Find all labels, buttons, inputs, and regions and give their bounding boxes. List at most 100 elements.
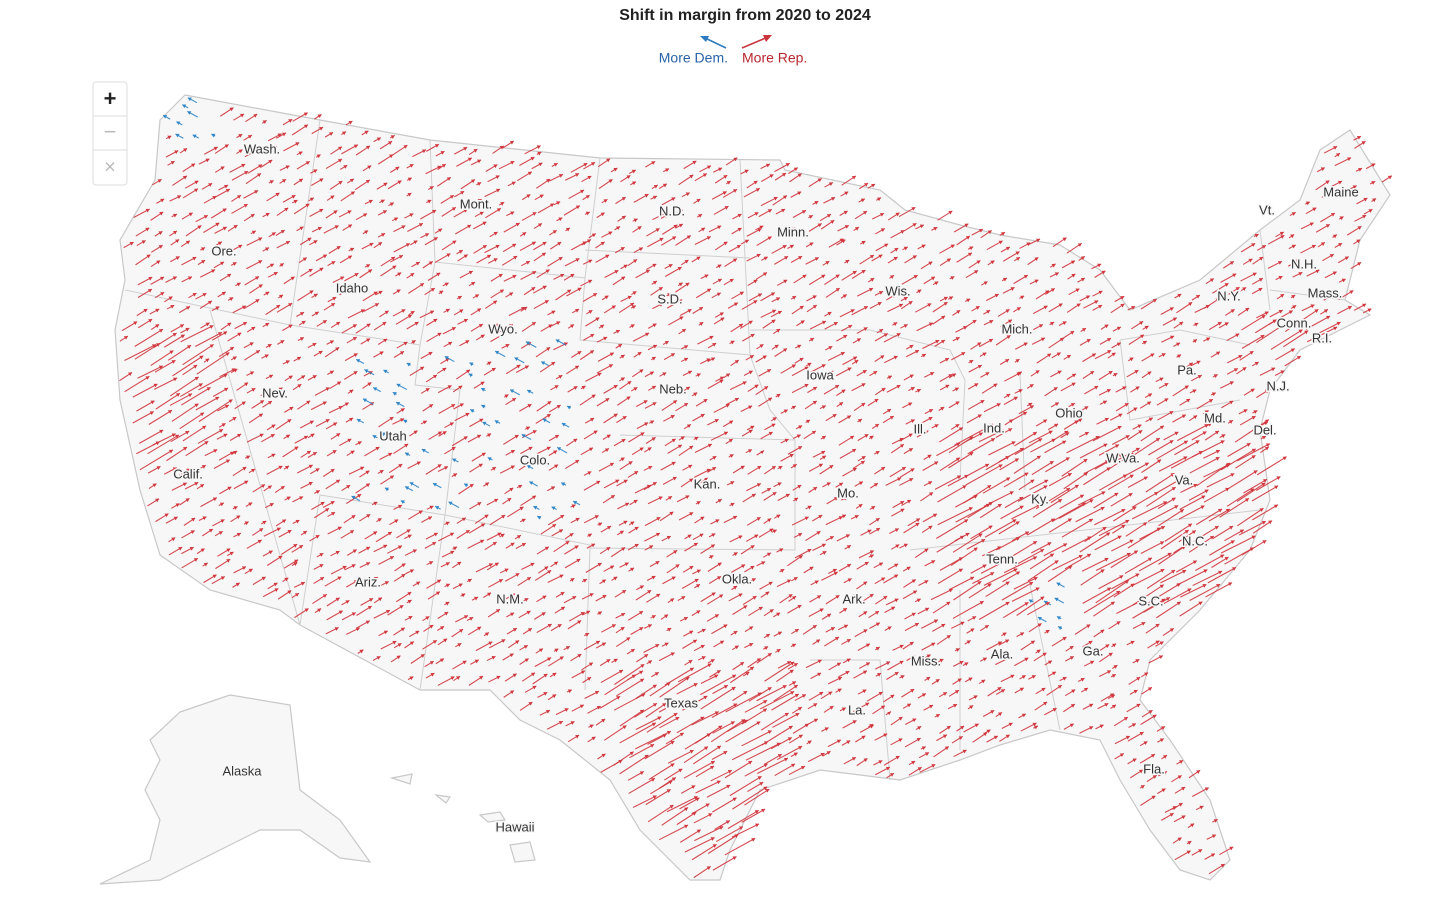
shift-arrowhead [841,514,846,519]
shift-arrowhead [531,495,536,500]
shift-arrowhead [177,195,182,199]
shift-arrowhead [1058,626,1063,630]
shift-arrowhead [575,517,580,522]
shift-arrowhead [1160,569,1165,573]
shift-arrowhead [812,305,817,309]
shift-arrowhead [299,226,304,231]
shift-arrowhead [1196,360,1201,365]
shift-arrowhead [1311,244,1316,249]
shift-arrowhead [829,465,834,469]
shift-arrowhead [611,624,616,628]
zoom-in-button[interactable]: + [104,86,117,111]
shift-arrowhead [1112,643,1117,648]
shift-arrowhead [498,274,503,278]
state-label: Md. [1204,410,1226,425]
shift-arrowhead [460,191,465,195]
shift-arrowhead [743,605,748,610]
shift-arrowhead [875,622,880,627]
shift-arrow [967,501,993,519]
zoom-out-button[interactable]: − [104,119,117,144]
shift-arrowhead [313,240,318,244]
shift-arrowhead [1022,411,1027,416]
shift-arrow [936,535,965,553]
shift-arrowhead [399,351,404,355]
alaska-outline [99,694,372,885]
shift-arrowhead [718,167,723,172]
shift-arrowhead [215,222,220,227]
shift-arrowhead [694,436,699,441]
shift-arrowhead [986,310,991,314]
state-label: Colo. [520,452,550,467]
shift-arrowhead [1202,431,1207,436]
shift-arrowhead [912,590,917,595]
shift-arrowhead [664,614,669,619]
shift-arrowhead [236,532,241,537]
shift-arrowhead [680,436,685,441]
shift-arrowhead [469,362,474,367]
shift-arrowhead [1132,506,1137,511]
reset-button[interactable]: × [104,156,116,178]
shift-arrowhead [432,542,437,546]
shift-arrowhead [798,734,803,739]
shift-arrowhead [482,221,487,226]
shift-arrowhead [336,381,341,386]
shift-arrowhead [777,754,782,758]
shift-arrowhead [926,654,931,659]
shift-arrowhead [772,417,777,421]
shift-arrowhead [622,725,627,730]
shift-arrowhead [156,466,161,470]
shift-arrowhead [944,358,949,362]
shift-arrowhead [173,213,178,218]
shift-arrow [724,760,753,779]
shift-arrowhead [585,633,590,637]
shift-arrow [1192,570,1223,587]
shift-arrowhead [773,196,778,201]
shift-arrowhead [515,640,520,645]
shift-arrow [1220,535,1256,554]
shift-arrowhead [300,581,305,586]
shift-arrowhead [1154,492,1159,496]
shift-arrowhead [1248,258,1253,263]
shift-arrowhead [284,577,289,582]
shift-arrowhead [200,484,204,488]
shift-arrowhead [553,561,558,566]
shift-arrowhead [1000,560,1005,565]
shift-arrowhead [1023,342,1028,347]
shift-arrowhead [1030,479,1035,484]
shift-arrow [1131,568,1165,587]
shift-arrowhead [994,293,999,298]
shift-arrowhead [1362,215,1367,219]
shift-arrowhead [470,179,475,184]
shift-arrowhead [478,324,483,328]
shift-arrowhead [1187,841,1192,845]
shift-arrowhead [233,368,238,373]
shift-arrowhead [710,765,715,770]
shift-arrowhead [761,808,766,813]
shift-arrow [756,684,787,702]
shift-arrowhead [983,427,988,431]
shift-arrowhead [839,402,843,406]
shift-arrowhead [960,621,965,626]
shift-arrowhead [875,528,880,532]
shift-arrowhead [392,265,397,270]
shift-arrowhead [567,289,572,294]
shift-arrowhead [910,419,915,423]
shift-arrow [1059,494,1085,510]
shift-arrowhead [620,354,625,359]
shift-arrowhead [514,357,519,362]
state-label: Nev. [262,385,288,400]
shift-arrowhead [558,720,563,725]
shift-arrowhead [1123,717,1128,721]
shift-arrowhead [631,169,636,174]
shift-arrow [952,600,984,619]
shift-arrowhead [751,838,756,842]
shift-arrowhead [1130,583,1135,588]
shift-arrowhead [941,623,946,628]
shift-arrow [1180,583,1207,598]
shift-arrowhead [1215,298,1220,303]
shift-arrow [1028,430,1053,444]
shift-arrowhead [692,160,697,165]
shift-arrowhead [604,295,609,300]
shift-arrowhead [1028,402,1033,407]
shift-arrowhead [1114,444,1119,449]
